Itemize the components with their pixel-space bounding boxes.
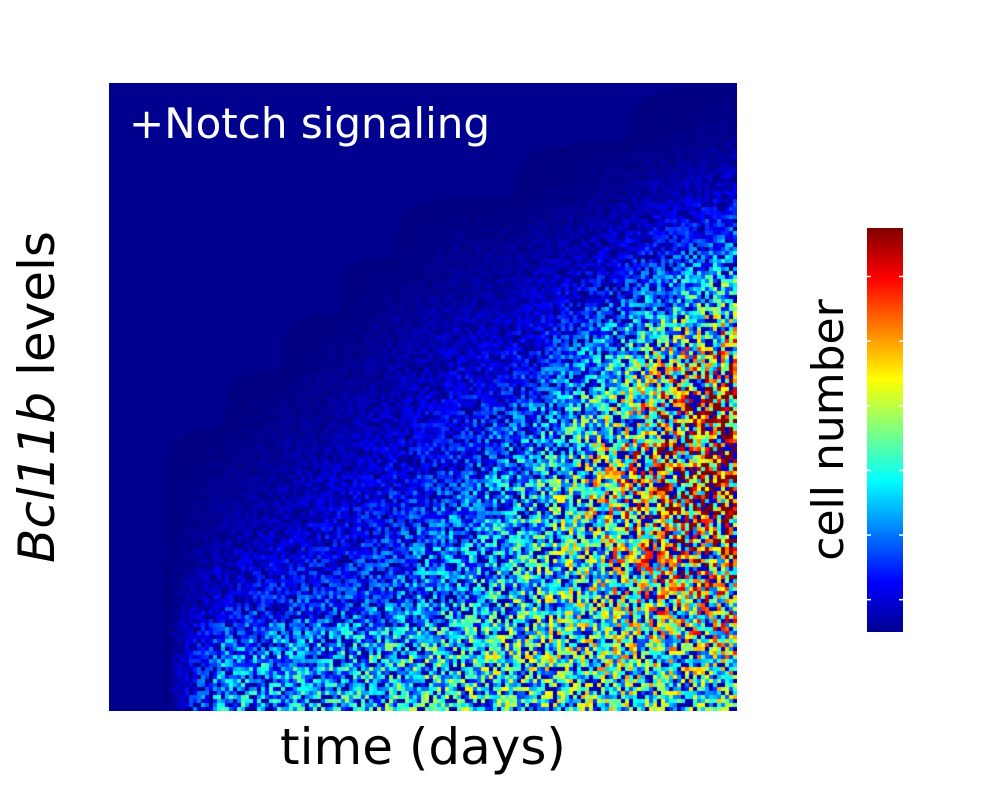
colorbar-label: cell number xyxy=(803,299,854,561)
colorbar-gradient xyxy=(867,228,903,632)
colorbar xyxy=(867,228,903,632)
heatmap-plot-area: +Notch signaling xyxy=(109,83,737,711)
x-axis-label: time (days) xyxy=(280,718,566,776)
y-axis-label-gene: Bcl11b xyxy=(8,391,66,563)
panel-label: +Notch signaling xyxy=(129,99,491,148)
heatmap-cells xyxy=(109,83,737,711)
colorbar-ticks xyxy=(867,275,903,601)
y-axis-label-suffix: levels xyxy=(8,231,66,392)
y-axis-label: Bcl11b levels xyxy=(8,231,66,563)
